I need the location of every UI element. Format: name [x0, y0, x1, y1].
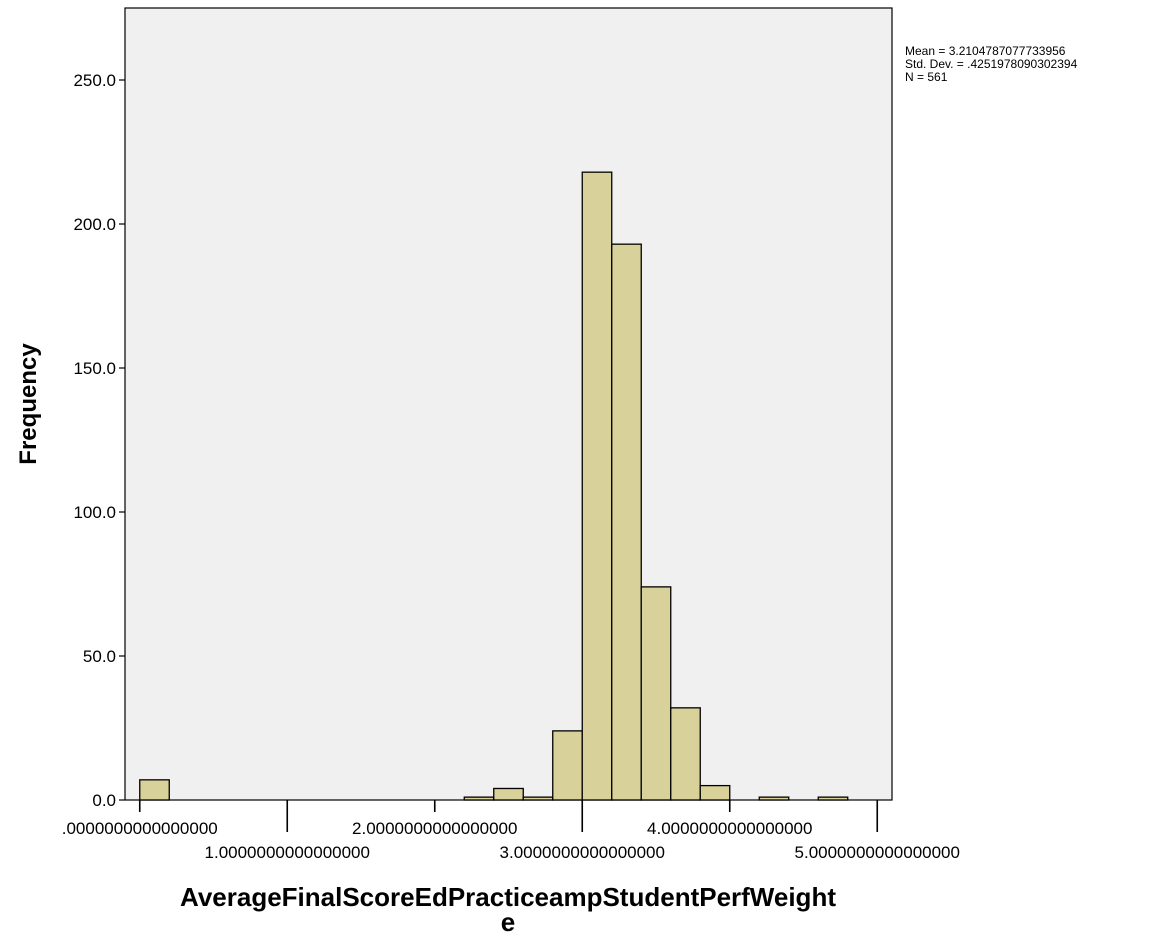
y-tick-label: 150.0	[73, 359, 116, 378]
histogram-bar	[581, 171, 613, 801]
x-axis: .0000000000000000 1.0000000000000000 2.000…	[62, 800, 960, 862]
histogram-bar	[493, 787, 524, 801]
x-axis-title-line2: e	[501, 907, 515, 935]
histogram-bar	[758, 796, 790, 801]
histogram-bar	[640, 586, 672, 801]
y-tick-label: 50.0	[83, 647, 116, 666]
histogram-bar	[522, 796, 554, 801]
histogram-bars	[139, 171, 849, 801]
stat-mean: Mean = 3.2104787077733956	[905, 44, 1066, 58]
x-tick-label: 1.0000000000000000	[205, 843, 370, 862]
y-tick-label: 100.0	[73, 503, 116, 522]
y-tick-label: 250.0	[73, 71, 116, 90]
y-tick-label: 200.0	[73, 215, 116, 234]
histogram-bar	[817, 796, 849, 801]
y-tick-label: 0.0	[92, 791, 116, 810]
histogram-bar	[670, 707, 701, 801]
histogram-bar	[699, 784, 731, 801]
histogram-bar	[611, 243, 642, 801]
x-tick-label: 4.0000000000000000	[647, 819, 812, 838]
histogram-bar	[139, 779, 170, 801]
x-tick-label: 2.0000000000000000	[352, 819, 517, 838]
histogram-bar	[552, 730, 583, 801]
statistics-legend: Mean = 3.2104787077733956 Std. Dev. = .4…	[905, 45, 1077, 84]
stat-n: N = 561	[905, 70, 948, 84]
y-axis: 0.0 50.0 100.0 150.0 200.0 250.0	[73, 71, 125, 810]
x-tick-label: .0000000000000000	[62, 819, 218, 838]
y-axis-title: Frequency	[15, 343, 42, 465]
x-tick-label: 5.0000000000000000	[795, 843, 960, 862]
x-axis-title: AverageFinalScoreEdPracticeampStudentPer…	[180, 882, 836, 912]
stat-std-dev: Std. Dev. = .4251978090302394	[905, 57, 1078, 71]
plot-area	[124, 7, 893, 801]
histogram-bar	[463, 796, 495, 801]
x-tick-label: 3.0000000000000000	[500, 843, 665, 862]
